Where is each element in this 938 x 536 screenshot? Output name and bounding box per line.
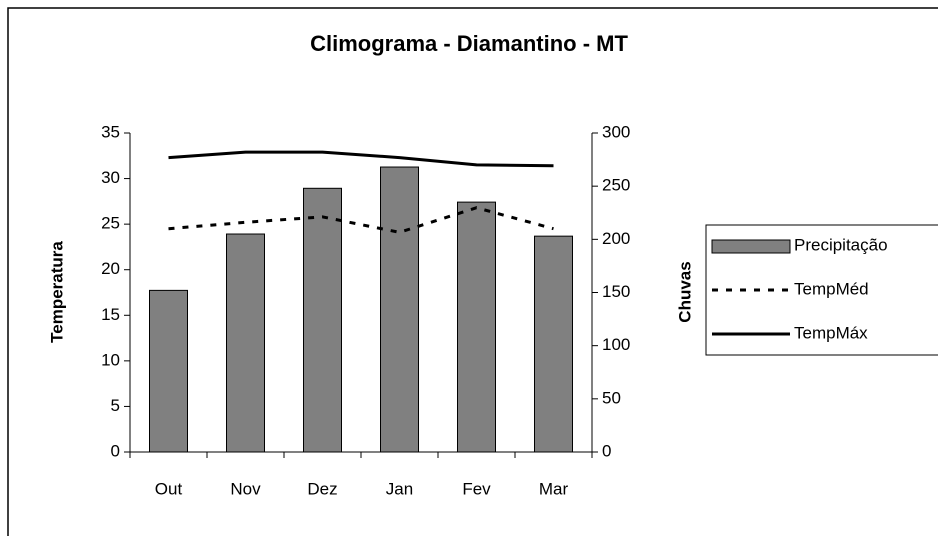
- y-tick-label: 20: [101, 259, 120, 278]
- y-tick-label: 15: [101, 305, 120, 324]
- x-tick-label: Dez: [307, 479, 337, 498]
- legend-swatch: [711, 239, 791, 254]
- line-series: [168, 206, 554, 234]
- chart-title: Climograma - Diamantino - MT: [310, 31, 628, 56]
- y2-tick-label: 300: [602, 122, 630, 141]
- y2-axis-label: Chuvas: [675, 261, 694, 322]
- legend-label: Precipitação: [794, 235, 888, 254]
- y2-tick-label: 0: [602, 441, 611, 460]
- legend-label: TempMéd: [794, 279, 869, 298]
- bar: [303, 187, 342, 453]
- x-tick-label: Out: [155, 479, 183, 498]
- y-tick-label: 10: [101, 350, 120, 369]
- bar: [149, 289, 188, 453]
- y-tick-label: 35: [101, 122, 120, 141]
- bar: [380, 166, 419, 453]
- y-tick-label: 0: [111, 441, 120, 460]
- y-tick-label: 5: [111, 396, 120, 415]
- y2-tick-label: 250: [602, 176, 630, 195]
- x-tick-label: Mar: [539, 479, 569, 498]
- y2-tick-label: 50: [602, 388, 621, 407]
- bar: [534, 235, 573, 453]
- x-tick-label: Jan: [386, 479, 413, 498]
- y2-tick-label: 150: [602, 282, 630, 301]
- y2-tick-label: 200: [602, 229, 630, 248]
- line-series: [168, 150, 554, 168]
- y-axis-label: Temperatura: [47, 241, 66, 343]
- bar: [457, 201, 496, 453]
- x-tick-label: Fev: [462, 479, 491, 498]
- y2-tick-label: 100: [602, 335, 630, 354]
- x-tick-label: Nov: [230, 479, 261, 498]
- y-tick-label: 25: [101, 214, 120, 233]
- legend-label: TempMáx: [794, 323, 868, 342]
- y-tick-label: 30: [101, 168, 120, 187]
- bar: [226, 233, 265, 453]
